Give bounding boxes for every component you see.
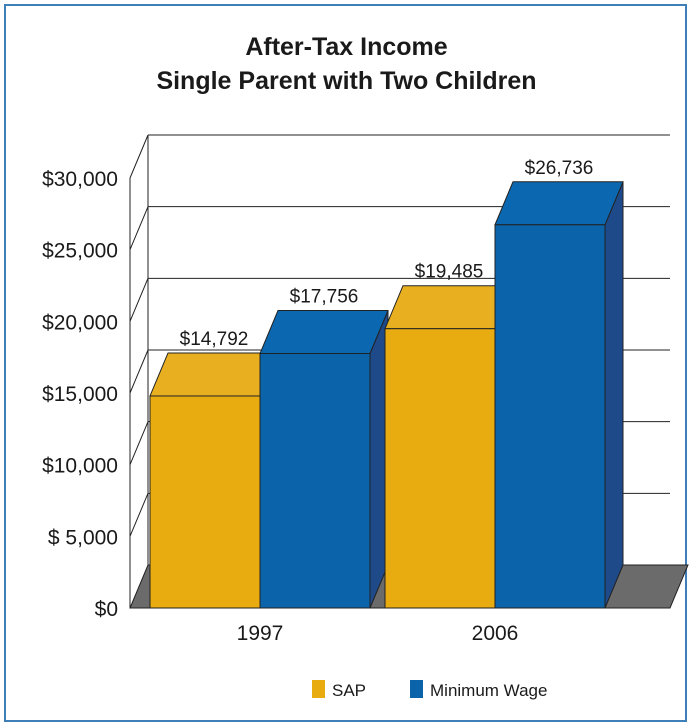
chart-title: After-Tax Income bbox=[245, 33, 448, 61]
y-tick-label: $25,000 bbox=[42, 240, 118, 263]
legend-label: Minimum Wage bbox=[430, 681, 547, 700]
gridline-diag-30000 bbox=[129, 134, 149, 179]
bar bbox=[384, 328, 496, 609]
y-tick-label: $10,000 bbox=[42, 455, 118, 478]
gridline-diag-5000 bbox=[129, 493, 149, 537]
bar bbox=[149, 395, 261, 609]
legend-swatch bbox=[410, 680, 423, 698]
bar-top bbox=[149, 352, 279, 397]
y-tick-label: $15,000 bbox=[42, 383, 118, 406]
bar-top bbox=[494, 181, 624, 226]
y-tick-label: $0 bbox=[95, 598, 118, 621]
gridline-diag-10000 bbox=[129, 421, 149, 465]
data-label: $14,792 bbox=[180, 329, 249, 350]
y-tick-label: $ 5,000 bbox=[48, 526, 118, 549]
gridline-diag-25000 bbox=[129, 206, 149, 250]
bar-top bbox=[384, 285, 514, 330]
data-label: $19,485 bbox=[415, 262, 484, 283]
y-tick-label: $30,000 bbox=[42, 168, 118, 191]
chart-subtitle: Single Parent with Two Children bbox=[156, 67, 537, 95]
bar-side bbox=[604, 181, 624, 609]
x-tick-label: 1997 bbox=[237, 622, 284, 645]
gridline-diag-20000 bbox=[129, 278, 149, 322]
data-label: $17,756 bbox=[290, 286, 359, 307]
legend-swatch bbox=[312, 680, 325, 698]
bar-top bbox=[259, 309, 389, 354]
bar bbox=[259, 352, 371, 609]
legend-label: SAP bbox=[332, 681, 366, 700]
bar bbox=[494, 224, 606, 609]
x-tick-label: 2006 bbox=[472, 622, 519, 645]
gridline-diag-15000 bbox=[129, 349, 149, 394]
data-label: $26,736 bbox=[525, 158, 594, 179]
y-tick-label: $20,000 bbox=[42, 311, 118, 334]
